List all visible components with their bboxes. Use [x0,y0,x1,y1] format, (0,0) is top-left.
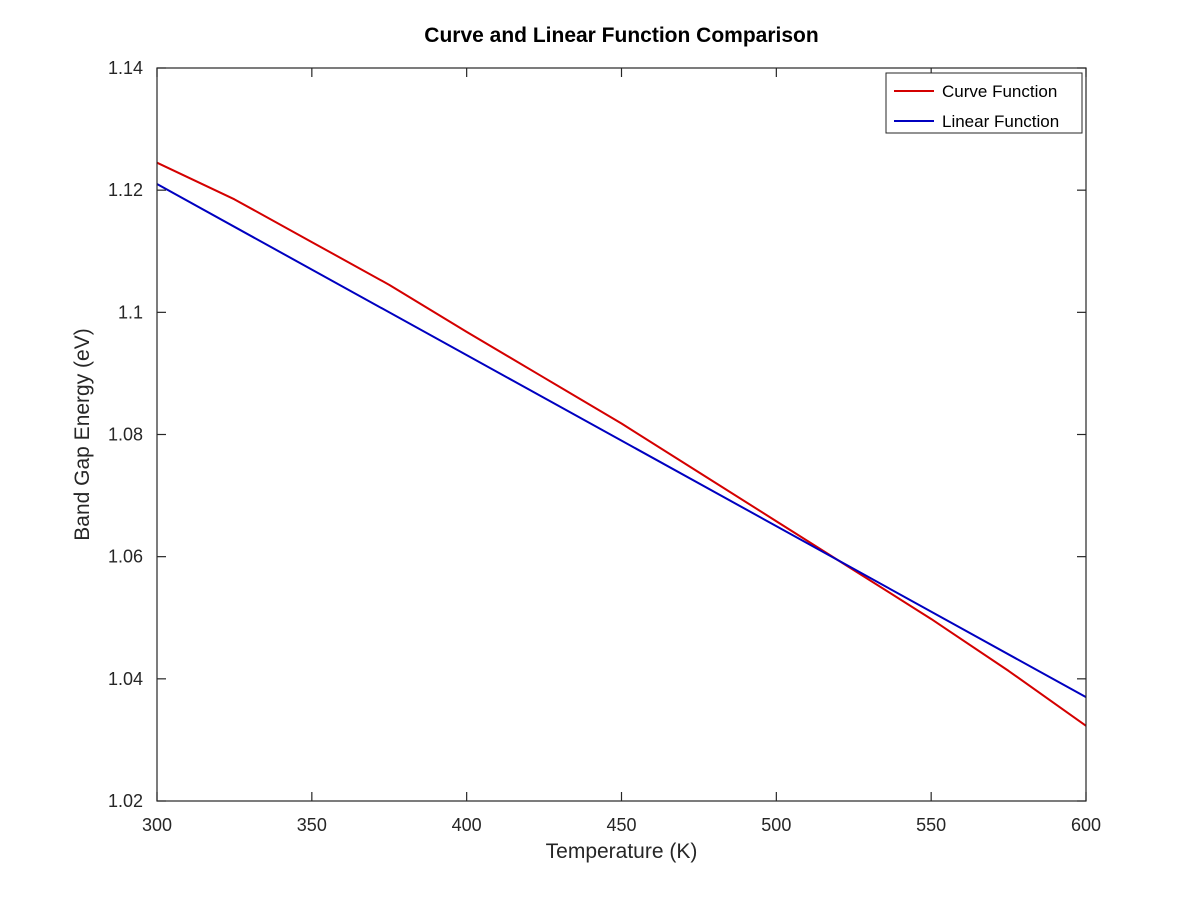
y-tick-label: 1.08 [108,425,143,445]
legend: Curve Function Linear Function [885,72,1083,134]
series-layer [156,161,1087,727]
legend-label: Curve Function [942,82,1057,101]
y-tick-label: 1.04 [108,669,143,689]
y-axis-label: Band Gap Energy (eV) [71,328,94,540]
y-tick-label: 1.06 [108,547,143,567]
y-tick-label: 1.14 [108,58,143,78]
series-line-linear-function [156,183,1087,699]
x-tick-label: 350 [297,815,327,835]
chart-title: Curve and Linear Function Comparison [424,24,818,47]
x-tick-label: 600 [1071,815,1101,835]
x-tick-label: 400 [452,815,482,835]
y-tick-label: 1.12 [108,180,143,200]
legend-box [885,72,1083,134]
x-tick-label: 300 [142,815,172,835]
legend-label: Linear Function [942,112,1059,131]
x-tick-label: 450 [606,815,636,835]
x-axis-label: Temperature (K) [546,840,698,863]
y-tick-label: 1.1 [118,302,143,322]
x-tick-label: 500 [761,815,791,835]
plot-frame [156,67,1087,802]
plot-area [157,68,1086,801]
y-tick-label: 1.02 [108,791,143,811]
x-tick-label: 550 [916,815,946,835]
series-line-curve-function [156,161,1087,727]
tick-layer: 300 350 400 450 500 550 600 1.02 1.04 1.06 1.08 1.1… [108,58,1101,835]
